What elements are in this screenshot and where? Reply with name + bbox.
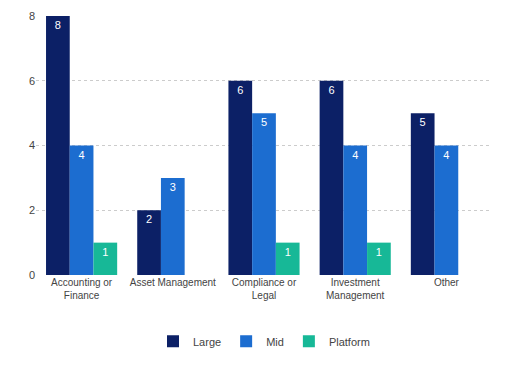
svg-text:4: 4: [443, 149, 449, 161]
svg-text:8: 8: [29, 10, 35, 22]
svg-text:4: 4: [29, 139, 35, 151]
svg-text:5: 5: [420, 116, 426, 128]
svg-text:Platform: Platform: [329, 336, 370, 348]
svg-text:Compliance orLegal: Compliance orLegal: [232, 277, 297, 301]
svg-text:6: 6: [237, 84, 243, 96]
svg-text:2: 2: [29, 204, 35, 216]
svg-text:6: 6: [328, 84, 334, 96]
svg-text:1: 1: [376, 246, 382, 258]
svg-text:Accounting orFinance: Accounting orFinance: [51, 277, 113, 301]
svg-text:InvestmentManagement: InvestmentManagement: [326, 277, 385, 301]
svg-text:8: 8: [55, 19, 61, 31]
svg-text:0: 0: [29, 269, 35, 281]
svg-text:5: 5: [261, 116, 267, 128]
svg-text:6: 6: [29, 75, 35, 87]
svg-text:Large: Large: [193, 336, 221, 348]
svg-text:4: 4: [352, 149, 358, 161]
svg-text:Mid: Mid: [266, 336, 284, 348]
svg-text:2: 2: [146, 213, 152, 225]
svg-text:1: 1: [285, 246, 291, 258]
svg-text:3: 3: [170, 181, 176, 193]
svg-text:4: 4: [79, 149, 85, 161]
svg-text:1: 1: [102, 246, 108, 258]
svg-text:Other: Other: [434, 277, 460, 288]
svg-text:Asset Management: Asset Management: [130, 277, 216, 288]
